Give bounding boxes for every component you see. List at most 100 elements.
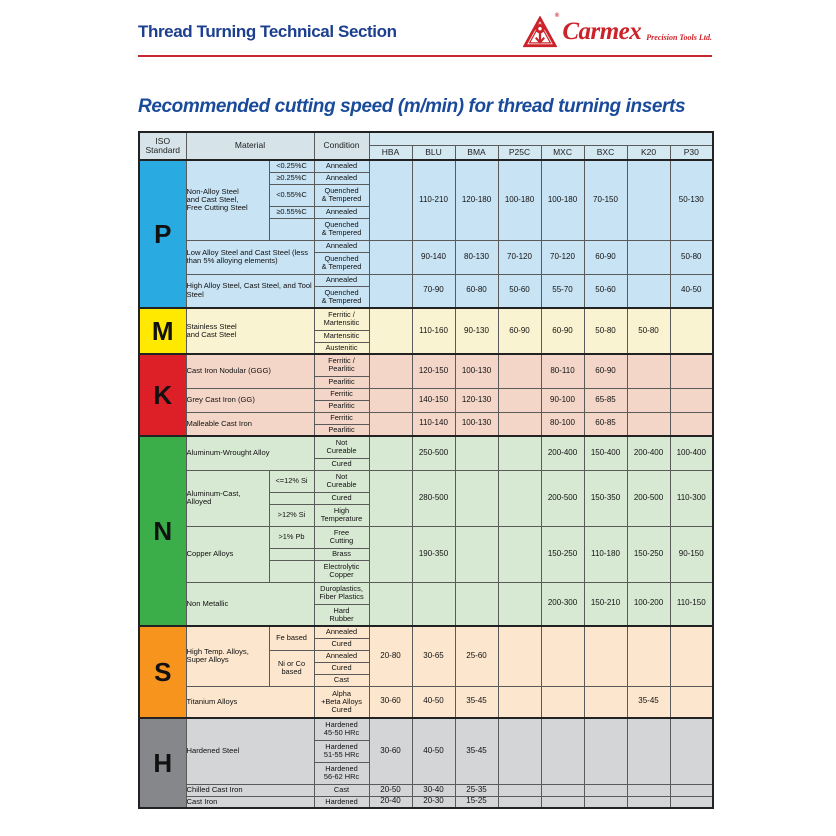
speed-cell-bma: [454, 435, 499, 471]
material-sub-cell: <0.25%C: [268, 159, 315, 173]
speed-cell-bxc: 150-350: [583, 469, 628, 527]
speed-cell-bma: 60-80: [454, 273, 499, 309]
speed-cell-bma: 90-130: [454, 307, 499, 355]
condition-cell: Hardened 56-62 HRc: [313, 761, 370, 785]
carmex-emblem-icon: ®: [522, 13, 559, 49]
speed-cell-p30: 40-50: [669, 273, 714, 309]
speed-cell-bxc: 150-210: [583, 581, 628, 627]
header-grade-p25c: P25C: [497, 144, 542, 161]
speed-cell-mxc: [540, 685, 585, 719]
material-sub-cell: Fe based: [268, 625, 315, 651]
speed-cell-p25c: 100-180: [497, 159, 542, 241]
speed-cell-hba: 20-50: [368, 783, 413, 797]
speed-cell-hba: 30-60: [368, 685, 413, 719]
speed-cell-hba: [368, 469, 413, 527]
speed-cell-bxc: 50-80: [583, 307, 628, 355]
table-row: Martensitic: [139, 329, 713, 343]
speed-cell-k20: [626, 353, 671, 389]
doc-title: Thread Turning Technical Section: [138, 22, 397, 41]
table-row: Electrolytic Copper: [139, 559, 713, 583]
speed-cell-p30: [669, 685, 714, 719]
material-cell: Titanium Alloys: [185, 685, 315, 719]
speed-cell-blu: 40-50: [411, 717, 456, 785]
speed-cell-k20: 50-80: [626, 307, 671, 355]
condition-cell: Brass: [313, 547, 370, 561]
speed-cell-mxc: 70-120: [540, 239, 585, 275]
speed-cell-blu: 140-150: [411, 387, 456, 413]
speed-cell-hba: 20-40: [368, 795, 413, 809]
condition-cell: Annealed: [313, 205, 370, 219]
header-row-top: ISO Standard Material Condition: [138, 131, 714, 161]
condition-cell: Cast: [313, 673, 370, 687]
speed-cell-blu: 280-500: [411, 469, 456, 527]
speed-cell-bma: [454, 581, 499, 627]
speed-cell-blu: 120-150: [411, 353, 456, 389]
speed-cell-p25c: [497, 435, 542, 471]
speed-cell-k20: [626, 387, 671, 413]
speed-cell-mxc: [540, 625, 585, 687]
speed-cell-bma: 120-130: [454, 387, 499, 413]
material-cell: Copper Alloys: [185, 525, 270, 583]
iso-letter-N: N: [138, 435, 187, 627]
iso-letter-M: M: [138, 307, 187, 355]
material-cell: Malleable Cast Iron: [185, 411, 315, 437]
condition-cell: Quenched & Tempered: [313, 217, 370, 241]
condition-cell: Annealed: [313, 273, 370, 287]
header-condition: Condition: [313, 131, 370, 161]
condition-cell: Ferritic / Martensitic: [313, 307, 370, 331]
header-grade-bma: BMA: [454, 144, 499, 161]
speed-cell-bxc: 60-85: [583, 411, 628, 437]
speed-cell-blu: 110-160: [411, 307, 456, 355]
material-sub-cell: Ni or Co based: [268, 649, 315, 687]
speed-cell-p25c: [497, 685, 542, 719]
speed-cell-blu: 250-500: [411, 435, 456, 471]
speed-cell-bxc: 60-90: [583, 353, 628, 389]
condition-cell: Annealed: [313, 239, 370, 253]
speed-cell-k20: [626, 239, 671, 275]
iso-letter-K: K: [138, 353, 187, 437]
condition-cell: Austenitic: [313, 341, 370, 355]
speed-cell-bxc: 70-150: [583, 159, 628, 241]
material-cell: Grey Cast Iron (GG): [185, 387, 315, 413]
speed-cell-hba: [368, 353, 413, 389]
table-row: Pearlitic: [139, 399, 713, 413]
material-sub-cell: ≥0.55%C: [268, 205, 315, 219]
condition-cell: Hardened 51-55 HRc: [313, 739, 370, 763]
header-iso-standard: ISO Standard: [138, 131, 187, 161]
material-cell: Cast Iron: [185, 795, 315, 809]
table-row: Grey Cast Iron (GG) Ferritic 140-150 120-13…: [139, 387, 714, 413]
header-material: Material: [185, 131, 315, 161]
speed-cell-hba: [368, 581, 413, 627]
material-sub-cell: [268, 547, 315, 561]
header-grade-hba: HBA: [368, 144, 413, 161]
speed-cell-bma: [454, 469, 499, 527]
iso-letter-S: S: [138, 625, 187, 719]
table-row: M Stainless Steel and Cast Steel Ferritic …: [138, 307, 714, 355]
speed-cell-bxc: [583, 685, 628, 719]
speed-cell-bma: 35-45: [454, 717, 499, 785]
speed-cell-p25c: [497, 783, 542, 797]
speed-cell-hba: [368, 435, 413, 471]
speed-cell-blu: 30-40: [411, 783, 456, 797]
material-sub-cell: [268, 491, 315, 505]
table-row: Low Alloy Steel and Cast Steel (less tha…: [139, 239, 714, 275]
speed-cell-k20: [626, 783, 671, 797]
table-row: Cast Iron Hardened 20-40 20-30 15-25: [139, 795, 714, 809]
speed-cell-p25c: [497, 469, 542, 527]
table-row: Hardened 51-55 HRc: [139, 739, 713, 763]
speed-cell-mxc: [540, 795, 585, 809]
condition-cell: Quenched & Tempered: [313, 251, 370, 275]
speed-cell-p25c: [497, 625, 542, 687]
condition-cell: Cured: [313, 491, 370, 505]
condition-cell: Martensitic: [313, 329, 370, 343]
condition-cell: Annealed: [313, 625, 370, 639]
speed-cell-mxc: 200-500: [540, 469, 585, 527]
material-cell: Non Metallic: [185, 581, 315, 627]
header-grade-bxc: BXC: [583, 144, 628, 161]
speed-cell-blu: 40-50: [411, 685, 456, 719]
material-cell: Non-Alloy Steel and Cast Steel, Free Cut…: [185, 159, 270, 241]
speed-cell-p25c: [497, 411, 542, 437]
condition-cell: Ferritic / Pearlitic: [313, 353, 370, 377]
table-row: Cured: [139, 457, 713, 471]
